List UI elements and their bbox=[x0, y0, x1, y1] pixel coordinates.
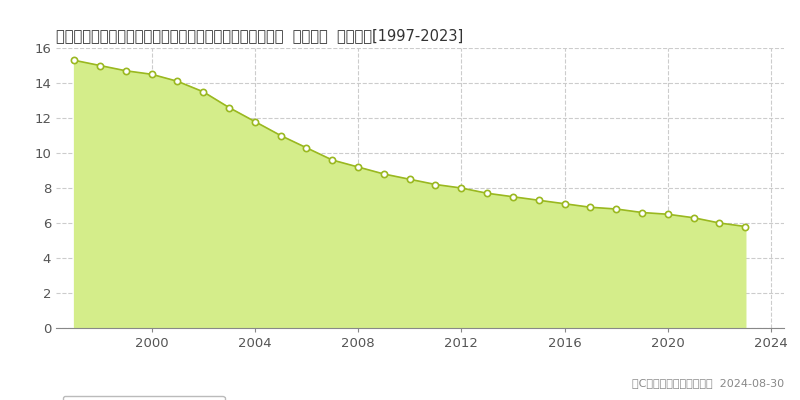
Text: 和歌山県伊都郡かつらぎ町大字東渋田字宮ノ本３３５番４  地価公示  地価推移[1997-2023]: 和歌山県伊都郡かつらぎ町大字東渋田字宮ノ本３３５番４ 地価公示 地価推移[199… bbox=[56, 28, 463, 43]
Text: （C）土地価格ドットコム  2024-08-30: （C）土地価格ドットコム 2024-08-30 bbox=[632, 378, 784, 388]
Legend: 地価公示 平均坪単価(万円/坪): 地価公示 平均坪単価(万円/坪) bbox=[62, 396, 225, 400]
